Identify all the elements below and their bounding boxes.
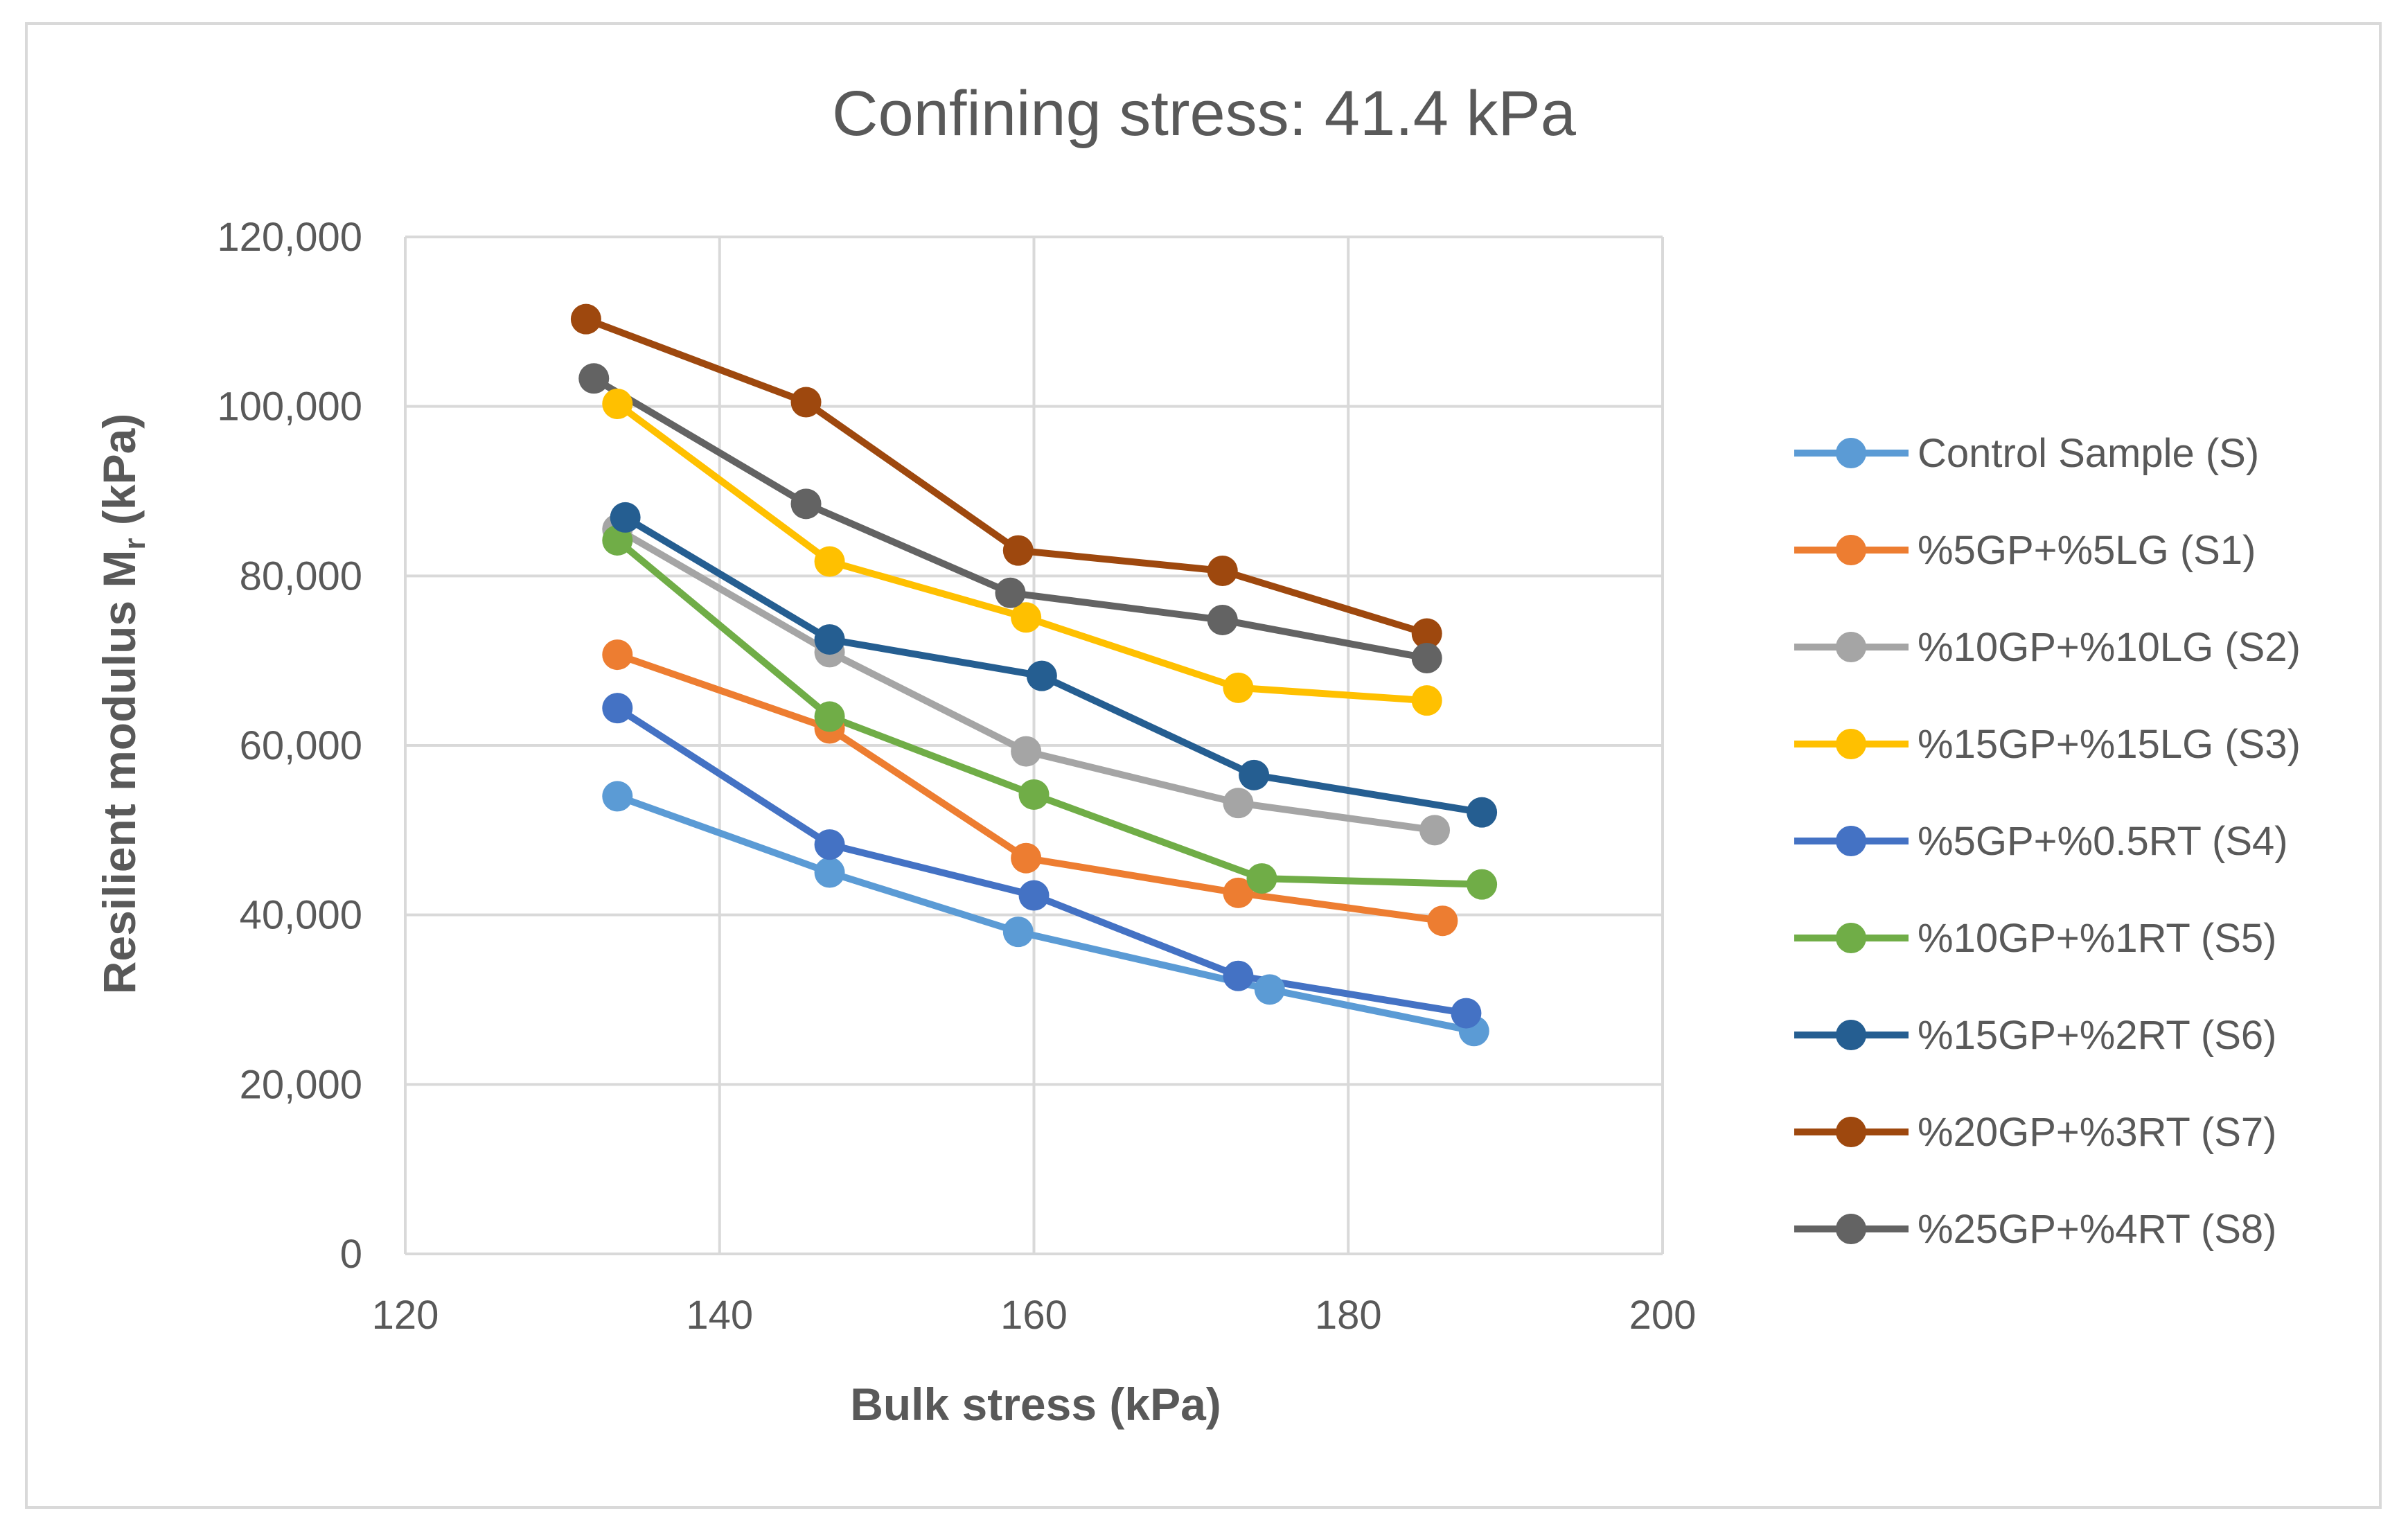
- data-point: [610, 502, 641, 533]
- legend: Control Sample (S) %5GP+%5LG (S1) %10GP+%1…: [1794, 431, 2301, 1252]
- x-tick-label: 180: [1315, 1293, 1382, 1338]
- data-point: [1223, 672, 1254, 703]
- data-point: [1239, 759, 1270, 790]
- legend-marker: [1836, 535, 1866, 565]
- x-tick-label: 160: [1000, 1293, 1068, 1338]
- legend-label: %5GP+%0.5RT (S4): [1918, 819, 2288, 864]
- y-tick-label: 40,000: [240, 893, 362, 938]
- data-point: [1011, 842, 1042, 874]
- y-axis-label: Resilient modulus Mr (kPa): [94, 414, 152, 995]
- data-point: [602, 388, 633, 419]
- y-tick-label: 120,000: [217, 215, 362, 260]
- legend-label: %20GP+%3RT (S7): [1918, 1110, 2277, 1155]
- data-point: [1246, 863, 1277, 894]
- legend-label: %15GP+%2RT (S6): [1918, 1013, 2277, 1058]
- data-point: [1467, 797, 1498, 828]
- y-tick-label: 0: [340, 1232, 362, 1277]
- legend-marker: [1836, 1117, 1866, 1147]
- legend-label: %15GP+%15LG (S3): [1918, 722, 2301, 767]
- legend-marker: [1836, 923, 1866, 953]
- data-point: [1018, 779, 1050, 810]
- legend-label: %25GP+%4RT (S8): [1918, 1207, 2277, 1252]
- legend-marker: [1836, 729, 1866, 759]
- y-tick-label: 100,000: [217, 384, 362, 430]
- y-tick-label: 60,000: [240, 723, 362, 768]
- data-point: [814, 624, 845, 655]
- legend-marker: [1836, 1020, 1866, 1050]
- data-point: [1451, 998, 1482, 1029]
- legend-label: %10GP+%10LG (S2): [1918, 625, 2301, 670]
- chart-border: [25, 22, 2382, 1509]
- data-point: [602, 524, 633, 556]
- legend-marker: [1836, 826, 1866, 856]
- legend-marker: [1836, 1214, 1866, 1244]
- data-point: [1207, 555, 1238, 586]
- data-point: [570, 303, 601, 335]
- data-point: [1011, 602, 1042, 633]
- data-point: [1223, 788, 1254, 819]
- data-point: [602, 781, 633, 812]
- data-point: [1427, 905, 1458, 937]
- data-point: [1002, 917, 1034, 948]
- data-point: [1002, 535, 1034, 566]
- legend-label: Control Sample (S): [1918, 431, 2259, 476]
- data-point: [814, 857, 845, 888]
- y-axis-label-main: Resilient modulus M: [94, 550, 145, 995]
- y-tick-label: 20,000: [240, 1062, 362, 1107]
- data-point: [814, 829, 845, 860]
- legend-label: %5GP+%5LG (S1): [1918, 528, 2256, 573]
- data-point: [1223, 877, 1254, 908]
- legend-marker: [1836, 632, 1866, 662]
- data-point: [1011, 736, 1042, 767]
- data-point: [995, 577, 1026, 608]
- legend-marker: [1836, 438, 1866, 468]
- data-point: [790, 387, 822, 418]
- data-point: [578, 363, 610, 394]
- data-point: [814, 701, 845, 732]
- data-point: [602, 693, 633, 724]
- x-tick-label: 140: [686, 1293, 753, 1338]
- data-point: [790, 488, 822, 520]
- data-point: [1411, 618, 1442, 649]
- data-point: [1026, 660, 1057, 691]
- data-point: [1411, 642, 1442, 673]
- chart-title: Confining stress: 41.4 kPa: [832, 78, 1577, 149]
- data-point: [1419, 815, 1451, 846]
- data-point: [602, 639, 633, 671]
- data-point: [1254, 974, 1285, 1005]
- data-point: [1018, 880, 1050, 911]
- y-axis-label-unit: (kPa): [94, 414, 145, 538]
- x-axis-label: Bulk stress (kPa): [850, 1379, 1221, 1430]
- x-tick-labels: 120 140 160 180 200: [372, 1293, 1697, 1338]
- data-point: [1223, 960, 1254, 991]
- data-point: [814, 546, 845, 577]
- x-tick-label: 200: [1629, 1293, 1697, 1338]
- data-point: [1411, 685, 1442, 716]
- data-point: [1207, 604, 1238, 635]
- legend-label: %10GP+%1RT (S5): [1918, 916, 2277, 961]
- y-tick-labels: 0 20,000 40,000 60,000 80,000 100,000 120,000: [217, 215, 362, 1277]
- y-axis-label-sub: r: [118, 538, 152, 549]
- y-tick-label: 80,000: [240, 554, 362, 599]
- series-points: [570, 303, 1498, 1047]
- data-point: [1467, 869, 1498, 900]
- x-tick-label: 120: [372, 1293, 439, 1338]
